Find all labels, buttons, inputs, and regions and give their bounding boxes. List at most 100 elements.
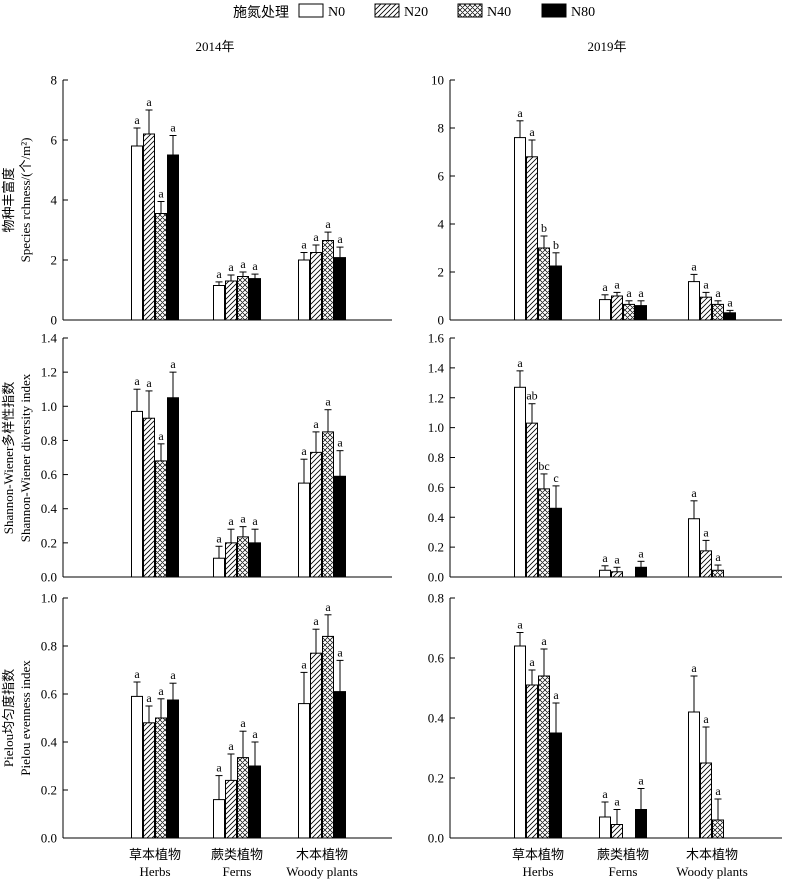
panel-r1-c1-ytick-label-0: 0.0 [428,570,444,585]
panel-r0-c1-ferns-n40-bar [623,303,635,321]
legend-swatch-n0 [298,3,324,18]
panel-r0-c0-ytick-label-0: 0 [51,313,58,328]
panel-r0-c1-herbs-n40-bar [538,247,550,321]
row-label-pielou-cn: Pielou均匀度指数 [1,669,16,767]
row-label-pielou-en: Pielou evenness index [18,660,33,776]
panel-r0-c0-ferns-n20-sig-letter: a [228,260,234,274]
panel-r1-c0-herbs-n20-bar [143,417,155,578]
panel-r0-c0-ferns-n80-sig-letter: a [252,259,258,273]
panel-r0-c1-ytick-label-3: 6 [438,169,445,184]
panel-r2-c0-ferns-n20-sig-letter: a [228,739,234,753]
panel-r1-c0-ferns-n20-bar [225,542,237,578]
panel-r2-c0-woody-n20-sig-letter: a [313,614,319,628]
panel-r1-c1-woody-n40-bar [712,569,724,578]
panel-r2-c0-herbs-n0-sig-letter: a [134,667,140,681]
panel-r0-c0-herbs-n40-sig-letter: a [158,187,164,201]
panel-r0-c0-woody-n80-bar [334,257,346,321]
panel-r2-c0-ferns-n0-bar [213,799,225,839]
panel-r2-c0-herbs-n80-sig-letter: a [170,668,176,682]
panel-r0-c1-woody-n0-bar [688,281,700,321]
panel-r2-c0-woody-n40-sig-letter: a [325,600,331,614]
panel-r0-c0-ferns-n40-bar [237,276,249,321]
panel-r2-c1-herbs-n0-sig-letter: a [517,618,523,632]
panel-r2-c1-woody-n40-sig-letter: a [715,784,721,798]
panel-r0-c0-ferns-n40-sig-letter: a [240,257,246,271]
panel-r2-c0-woody-n20-bar [310,652,322,839]
panel-r1-c1-herbs-n40-sig-letter: bc [538,459,549,473]
row-label-pielou: Pielou均匀度指数 Pielou evenness index [1,660,33,776]
row-label-shannon-cn: Shannon-Wiener多样性指数 [1,382,16,535]
panel-r1-c0-woody-n40-bar [322,431,334,578]
panel-r1-c0-ytick-label-4: 0.8 [41,433,57,448]
panel-r1-c1-ferns-n0-sig-letter: a [602,551,608,565]
panel-r2-c0-herbs-n40-bar [155,717,167,839]
panel-r0-c1-woody-n80-sig-letter: a [727,295,733,309]
panel-r1-c0-herbs-n0-bar [131,410,143,578]
panel-r1-c0-woody-n40-sig-letter: a [325,395,331,409]
panel-r1-c1-ytick-label-1: 0.2 [428,540,444,555]
panel-r1-c1-woody-n0-bar [688,518,700,578]
panel-r2-c1-ferns-n20-bar [611,824,623,839]
panel-r1-c0-woody-n0-sig-letter: a [301,444,307,458]
panel-r2-c0-ytick-label-3: 0.6 [41,687,58,702]
panel-r0-c0-woody-n40-sig-letter: a [325,217,331,231]
panel-r1-c0-ferns-n40-sig-letter: a [240,512,246,526]
panel-r2-c1-ytick-label-4: 0.8 [428,591,444,606]
panel-r1-c1-herbs-n20-sig-letter: ab [526,389,537,403]
panel-r0-c0-ytick-label-4: 8 [51,73,58,88]
panel-r0-c1-woody-n40-bar [712,303,724,321]
panel-r0-c0-ytick-label-3: 6 [51,133,58,148]
legend: 施氮处理 N0 N20 N40 N80 [233,3,595,21]
legend-item-n80: N80 [541,3,595,20]
panel-r2-c1-woody-n0-bar [688,711,700,839]
panel-r1-c1-herbs-n20-bar [526,422,538,578]
panel-r0-c1-ferns-n20-sig-letter: a [614,277,620,291]
panel-r1-c0-ferns-n0-sig-letter: a [216,531,222,545]
legend-swatch-n40 [457,3,483,18]
legend-label-n80: N80 [571,5,595,20]
panel-r1-c1-herbs-n0-bar [514,386,526,578]
panel-r1-c1-ferns-n0-bar [599,569,611,578]
panel-r0-c0-ferns-n0-bar [213,285,225,321]
panel-r1-c1-herbs-n80-bar [550,507,562,578]
panel-r0-c1-woody-n80-bar [724,312,736,321]
panel-r2-c1-herbs-n80-sig-letter: a [553,688,559,702]
panel-r2-c1-ytick-label-0: 0.0 [428,831,444,846]
panel-r1-c1-ytick-label-7: 1.4 [428,360,445,375]
panel-r2-c1-ytick-label-3: 0.6 [428,651,445,666]
legend-item-n0: N0 [298,3,345,20]
panel-r2-c1-ytick-label-1: 0.2 [428,771,444,786]
panel-r1-c1-ytick-label-4: 0.8 [428,450,444,465]
panel-r1-c0-ytick-label-1: 0.2 [41,535,57,550]
panel-r1-c0-herbs-n80-bar [167,397,179,578]
panel-r1-c0-ferns-n80-sig-letter: a [252,514,258,528]
panel-r1-c1-woody-n20-sig-letter: a [703,525,709,539]
panel-r2-c1-woody-n40-bar [712,819,724,839]
panel-r0-c1-herbs-n20-bar [526,156,538,321]
x-label-herbs-cn-right: 草本植物 [512,847,564,862]
panel-r0-c1-ferns-n0-bar [599,299,611,321]
panel-r0-c0-woody-n80-sig-letter: a [337,232,343,246]
x-category-labels-right: 草本植物 Herbs 蕨类植物 Ferns 木本植物 Woody plants [512,847,748,879]
panel-r2-c0-woody-n80-sig-letter: a [337,645,343,659]
panel-r0-c0-herbs-n80-sig-letter: a [170,121,176,135]
panel-r2-c1-herbs-n80-bar [550,732,562,839]
panel-r0-c1-ytick-label-0: 0 [438,313,445,328]
x-label-herbs-en-right: Herbs [522,864,553,879]
panel-r2-c0-woody-n0-sig-letter: a [301,657,307,671]
panel-r2-c1-herbs-n40-bar [538,675,550,839]
panel-r1-c1-ytick-label-2: 0.4 [428,510,445,525]
panel-r1-c0-ytick-label-5: 1.0 [41,399,57,414]
panel-r2-c1-ferns-n20-sig-letter: a [614,795,620,809]
panel-r1-c0-woody-n80-sig-letter: a [337,436,343,450]
panel-r2-c0-ferns-n40-bar [237,757,249,839]
panel-r1-c0-woody-n0-bar [298,482,310,578]
x-label-ferns-cn-left: 蕨类植物 [211,847,263,862]
panel-r2-c0-ferns-n40-sig-letter: a [240,716,246,730]
panel-r1-c1-herbs-n40-bar [538,488,550,578]
x-label-woody-cn-left: 木本植物 [296,847,348,862]
